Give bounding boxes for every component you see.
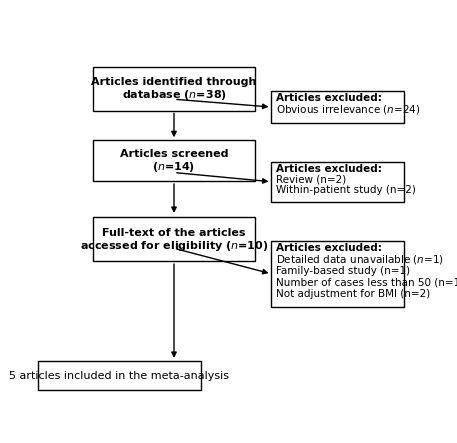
Bar [271,162,404,202]
Text: 5 articles included in the meta-analysis: 5 articles included in the meta-analysis [9,370,229,381]
Text: Full-text of the articles: Full-text of the articles [102,228,246,237]
Text: Review (n=2): Review (n=2) [276,175,346,184]
Bar [271,91,404,123]
Text: Not adjustment for BMI (n=2): Not adjustment for BMI (n=2) [276,289,430,299]
Text: Number of cases less than 50 (n=1): Number of cases less than 50 (n=1) [276,278,457,288]
Bar [92,67,255,111]
Text: database ($\mathit{n}$=38): database ($\mathit{n}$=38) [122,89,226,102]
Text: Articles excluded:: Articles excluded: [276,93,382,103]
Text: Family-based study (n=1): Family-based study (n=1) [276,266,410,276]
Text: ($\mathit{n}$=14): ($\mathit{n}$=14) [153,160,196,174]
Text: Detailed data unavailable ($\mathit{n}$=1): Detailed data unavailable ($\mathit{n}$=… [276,253,443,266]
Text: Within-patient study (n=2): Within-patient study (n=2) [276,185,415,194]
Text: Articles excluded:: Articles excluded: [276,164,382,174]
Bar [92,140,255,181]
Text: Obvious irrelevance ($\mathit{n}$=24): Obvious irrelevance ($\mathit{n}$=24) [276,103,420,116]
Bar [92,217,255,261]
Bar [37,361,201,390]
Text: accessed for eligibility ($\mathit{n}$=10): accessed for eligibility ($\mathit{n}$=1… [80,238,268,253]
Bar [271,241,404,307]
Text: Articles excluded:: Articles excluded: [276,243,382,253]
Text: Articles identified through: Articles identified through [91,78,257,88]
Text: Articles screened: Articles screened [120,149,228,159]
